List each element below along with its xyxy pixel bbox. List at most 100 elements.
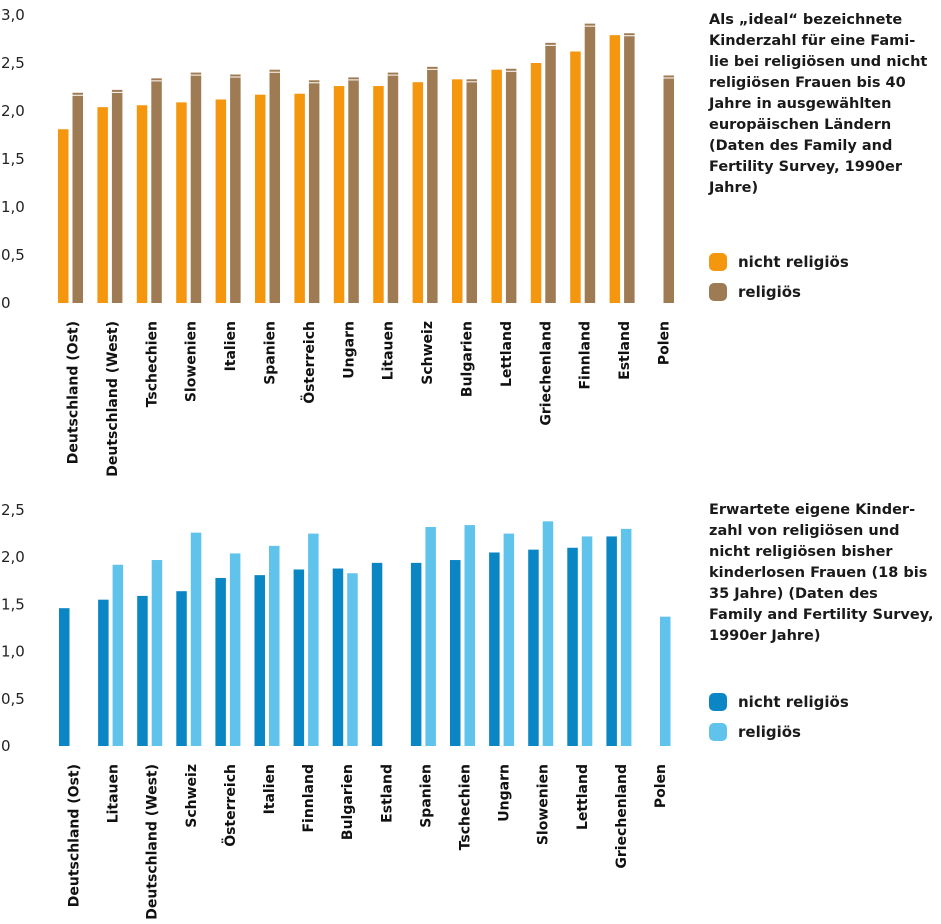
bar-bottom-nonreligious <box>371 562 383 746</box>
bar-top-nonreligious <box>373 86 384 303</box>
bar-top-nonreligious <box>58 129 69 303</box>
bar-bottom-religious <box>503 533 515 746</box>
legend-label: religiös <box>738 723 801 741</box>
y-tick-label: 0 <box>1 737 11 755</box>
x-category-label: Slowenien <box>536 764 552 845</box>
y-tick-label: 2,0 <box>1 102 25 120</box>
x-category-label: Schweiz <box>184 764 200 828</box>
bar-bottom-religious <box>464 525 475 746</box>
x-category-label: Deutschland (West) <box>145 764 161 920</box>
x-category-label: Finnland <box>578 321 594 390</box>
bottom-legend-item-religious: religiös <box>709 717 849 747</box>
legend-label: nicht religiös <box>738 693 849 711</box>
y-tick-label: 1,0 <box>1 643 25 661</box>
bar-top-religious <box>230 74 241 304</box>
x-category-label: Finnland <box>301 764 317 833</box>
bar-bottom-nonreligious <box>410 562 422 746</box>
bar-bottom-nonreligious <box>176 591 187 746</box>
bar-top-nonreligious <box>294 93 305 303</box>
bar-top-religious <box>545 42 556 304</box>
x-category-label: Ungarn <box>341 321 357 379</box>
legend-label: religiös <box>738 283 801 301</box>
top-chart-title: Als „ideal“ bezeichnete Kinderzahl für e… <box>709 12 928 196</box>
x-category-label: Slowenien <box>184 321 200 402</box>
bar-top-nonreligious <box>530 63 542 303</box>
top-chart-description: Als „ideal“ bezeichnete Kinderzahl für e… <box>709 10 934 199</box>
bar-top-religious <box>584 23 596 303</box>
bar-top-nonreligious <box>412 82 424 303</box>
bar-bottom-religious <box>229 553 241 746</box>
x-category-label: Lettland <box>499 321 515 387</box>
bar-top-religious <box>624 33 635 304</box>
bottom-legend: nicht religiös religiös <box>709 687 849 747</box>
bar-top-nonreligious <box>255 94 266 304</box>
bar-bottom-nonreligious <box>293 569 305 746</box>
x-category-label: Griechenland <box>538 321 554 426</box>
x-category-label: Polen <box>653 764 669 808</box>
top-legend-item-nonreligious: nicht religiös <box>709 247 849 277</box>
legend-swatch-orange <box>709 253 727 271</box>
bottom-chart-title: Erwartete eigene Kinder-zahl von religiö… <box>709 502 934 644</box>
x-category-label: Litauen <box>381 321 397 380</box>
bar-bottom-religious <box>425 526 436 746</box>
bar-top-nonreligious <box>215 99 227 303</box>
y-tick-label: 3,0 <box>1 6 25 24</box>
bar-top-religious <box>427 66 438 303</box>
bar-bottom-religious <box>112 564 124 746</box>
bar-top-religious <box>308 80 320 303</box>
y-tick-label: 2,5 <box>1 54 25 72</box>
bar-bottom-religious <box>660 616 671 746</box>
x-category-label: Schweiz <box>420 321 436 385</box>
bar-bottom-religious <box>542 521 554 746</box>
x-category-label: Österreich <box>300 321 318 404</box>
bar-top-religious <box>466 79 477 303</box>
x-category-label: Deutschland (West) <box>105 321 121 477</box>
bar-bottom-nonreligious <box>215 577 226 746</box>
x-category-label: Lettland <box>575 764 591 830</box>
x-category-label: Tschechien <box>144 321 160 407</box>
x-category-label: Spanien <box>263 321 279 385</box>
x-category-label: Deutschland (Ost) <box>66 321 82 464</box>
bar-bottom-nonreligious <box>489 552 500 746</box>
bar-bottom-nonreligious <box>137 595 148 746</box>
bar-top-nonreligious <box>333 86 345 303</box>
bar-top-religious <box>663 75 674 303</box>
bar-bottom-religious <box>269 545 280 746</box>
bar-bottom-religious <box>347 573 358 746</box>
bar-top-nonreligious <box>452 79 463 303</box>
bar-top-nonreligious <box>570 51 581 304</box>
legend-label: nicht religiös <box>738 253 849 271</box>
y-tick-label: 2,0 <box>1 548 25 566</box>
legend-swatch-lightblue <box>709 723 727 741</box>
bottom-chart-description: Erwartete eigene Kinder-zahl von religiö… <box>709 500 934 647</box>
x-category-label: Bulgarien <box>340 764 356 840</box>
legend-swatch-brown <box>709 283 727 301</box>
bar-bottom-religious <box>581 536 593 746</box>
top-legend: nicht religiös religiös <box>709 247 849 307</box>
bar-top-religious <box>190 72 202 303</box>
bar-top-religious <box>348 77 359 304</box>
bar-top-religious <box>387 72 399 303</box>
x-category-label: Litauen <box>106 764 122 823</box>
x-category-label: Griechenland <box>614 764 630 869</box>
x-category-label: Italien <box>262 764 278 814</box>
bar-bottom-nonreligious <box>254 575 265 746</box>
bar-bottom-nonreligious <box>450 560 461 746</box>
y-tick-label: 1,0 <box>1 198 25 216</box>
x-category-label: Polen <box>657 321 673 365</box>
bar-top-religious <box>505 68 517 303</box>
bottom-legend-item-nonreligious: nicht religiös <box>709 687 849 717</box>
x-category-label: Tschechien <box>458 764 474 850</box>
y-tick-label: 0,5 <box>1 246 25 264</box>
bar-bottom-religious <box>151 560 163 746</box>
legend-swatch-blue <box>709 693 727 711</box>
y-tick-label: 0,5 <box>1 690 25 708</box>
bar-bottom-religious <box>620 528 632 746</box>
bar-top-religious <box>72 92 83 303</box>
x-category-label: Estland <box>617 321 633 380</box>
x-category-label: Österreich <box>221 764 239 847</box>
y-tick-label: 1,5 <box>1 150 25 168</box>
bar-bottom-nonreligious <box>606 536 617 746</box>
bar-bottom-nonreligious <box>332 568 344 746</box>
